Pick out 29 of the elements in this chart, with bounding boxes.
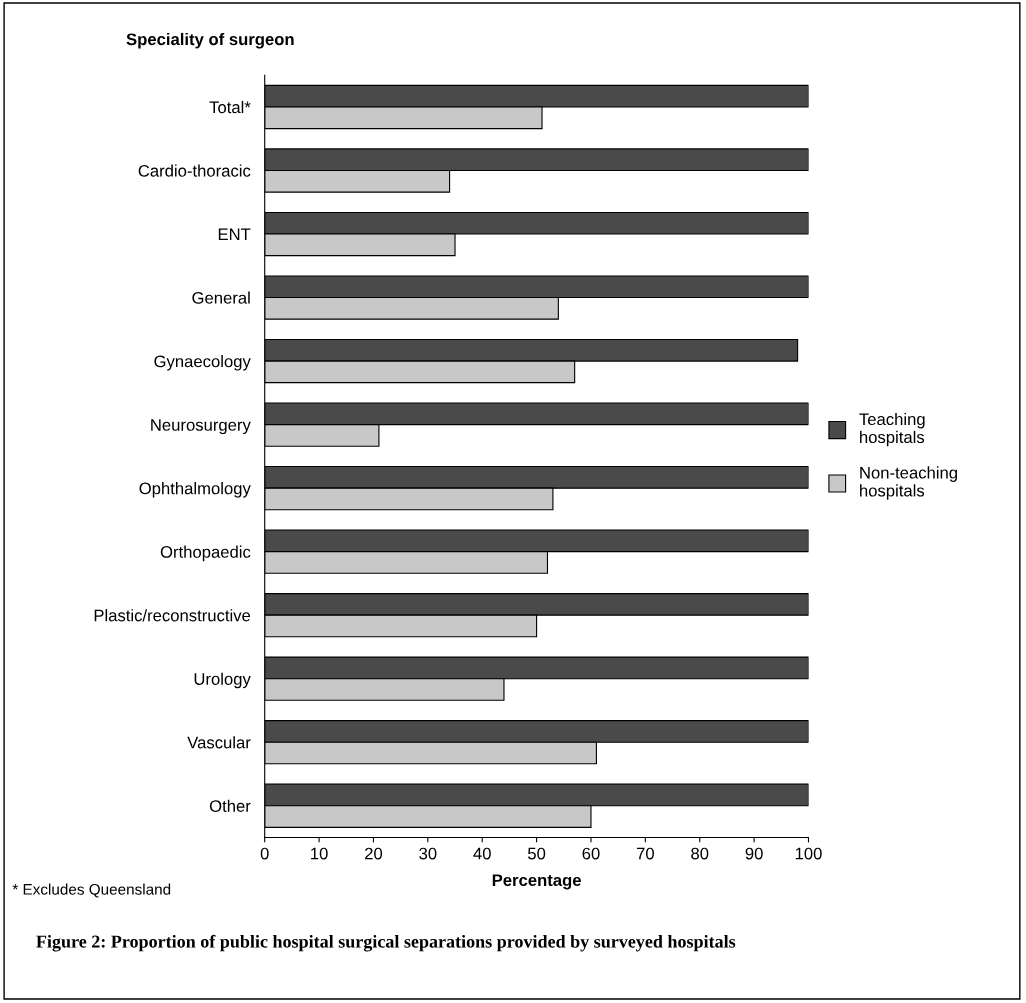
x-tick-label: 70: [636, 847, 654, 860]
y-tick-label: Other: [209, 799, 251, 812]
y-tick-label: ENT: [218, 228, 251, 241]
y-tick-label: Gynaecology: [154, 355, 251, 371]
x-axis-title: Percentage: [492, 874, 581, 890]
x-tick-label: 80: [691, 847, 709, 860]
x-tick-label: 50: [528, 847, 546, 860]
y-tick-label: Plastic/reconstructive: [94, 609, 251, 622]
y-tick-label: Neurosurgery: [151, 419, 251, 435]
y-tick-label: General: [192, 291, 250, 304]
y-tick-label: Total*: [209, 100, 251, 114]
y-axis-title: Speciality of surgeon: [126, 32, 294, 49]
x-tick-label: 90: [745, 847, 763, 860]
text: * Excludes Queensland: [12, 883, 171, 898]
y-tick-label: Vascular: [187, 736, 251, 749]
x-tick-label: 60: [582, 847, 600, 860]
y-tick-label: Ophthalmology: [139, 482, 251, 498]
x-tick-label: 40: [473, 847, 491, 860]
x-tick-label: 100: [795, 847, 822, 860]
legend-label: Teaching hospitals: [859, 412, 925, 447]
x-tick-label: 30: [419, 847, 437, 860]
text: Figure 2: Proportion of public hospital surgical separations provided by surveyed hospitals: [36, 934, 736, 952]
y-tick-label: Orthopaedic: [160, 545, 251, 562]
y-tick-label: Urology: [194, 672, 251, 689]
x-tick-label: 20: [365, 847, 383, 860]
x-tick-label: 10: [311, 847, 328, 860]
y-tick-label: Cardio-thoracic: [138, 164, 251, 177]
x-tick-label: 0: [260, 847, 269, 860]
legend-label: Non-teaching hospitals: [860, 466, 957, 500]
